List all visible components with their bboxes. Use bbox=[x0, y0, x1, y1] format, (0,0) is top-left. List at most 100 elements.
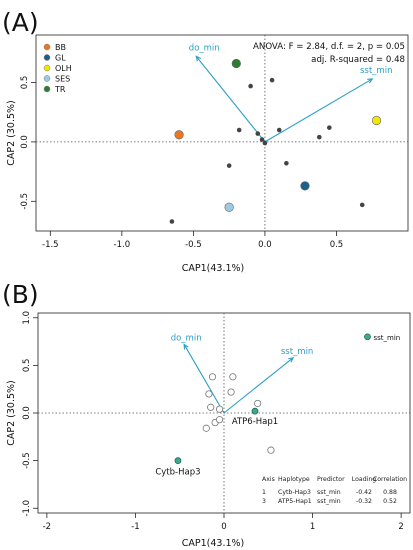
y-tick-label: 0.0 bbox=[22, 406, 32, 420]
vector-do_min-line bbox=[195, 56, 266, 143]
vector-do_min-label: do_min bbox=[189, 43, 220, 53]
sample-point bbox=[207, 403, 215, 411]
panel-a-reference-lines bbox=[36, 35, 408, 231]
sample-point bbox=[262, 140, 268, 146]
vector-sst_min-arrowhead bbox=[288, 356, 295, 363]
panel-b-vectors: do_min sst_min bbox=[171, 333, 313, 414]
legend-label-olh: OLH bbox=[55, 64, 72, 73]
table-cell: 1 bbox=[262, 489, 266, 496]
highlight-label-atp6-hap1: ATP6-Hap1 bbox=[232, 417, 278, 427]
panel-b: (B) -2 -1 0 1 2 -1.0 -0.5 0.0 0.5 1.0 do_min sst_… bbox=[2, 280, 411, 549]
vector-sst_min-line bbox=[264, 78, 373, 143]
sample-point bbox=[202, 424, 210, 432]
group-point-bb bbox=[174, 130, 184, 140]
y-tick-label: 0.5 bbox=[22, 359, 32, 373]
sample-point bbox=[205, 390, 213, 398]
highlight-label-sst_min: sst_min bbox=[373, 334, 400, 342]
sample-point bbox=[227, 388, 235, 396]
panel-b-x-axis-label: CAP1(43.1%) bbox=[182, 538, 245, 549]
panel-a-annotation-line-1: ANOVA: F = 2.84, d.f. = 2, p = 0.05 bbox=[253, 42, 405, 52]
x-tick-label: -1.0 bbox=[114, 240, 131, 250]
sample-point bbox=[236, 127, 242, 133]
table-cell: Cytb-Hap3 bbox=[278, 489, 311, 496]
table-header: Haplotype bbox=[278, 476, 310, 483]
table-header: Correlation bbox=[373, 476, 407, 483]
panel-a: (A) -1.5 -1.0 -0.5 0.0 0.5 -0.5 0.0 0.5 do_min… bbox=[2, 8, 409, 274]
table-cell: 3 bbox=[262, 498, 266, 505]
table-cell: sst_min bbox=[317, 498, 341, 505]
panel-b-y-axis-label: CAP2 (30.5%) bbox=[6, 380, 17, 446]
highlight-point-atp6-hap1 bbox=[251, 407, 259, 415]
vector-do_min-label: do_min bbox=[171, 333, 202, 343]
y-tick-label: 1.0 bbox=[22, 311, 32, 325]
sample-point bbox=[254, 399, 262, 408]
table-header: Loading bbox=[352, 476, 376, 483]
panel-a-y-ticks: -0.5 0.0 0.5 bbox=[20, 76, 36, 210]
vector-sst_min-arrowhead bbox=[367, 78, 374, 84]
panel-b-x-ticks: -2 -1 0 1 2 bbox=[43, 513, 404, 532]
legend-label-ses: SES bbox=[55, 75, 70, 84]
panel-b-loading-table: Axis Haplotype Predictor LoadingCorrelation… bbox=[262, 476, 407, 505]
y-tick-label: -0.5 bbox=[20, 193, 30, 210]
vector-do_min-arrowhead bbox=[195, 55, 201, 62]
panel-a-annotation-line-2: adj. R-squared = 0.48 bbox=[311, 55, 405, 65]
x-tick-label: 1 bbox=[310, 522, 315, 532]
sample-point bbox=[269, 77, 275, 83]
group-point-gl bbox=[300, 181, 310, 191]
sample-point bbox=[248, 83, 253, 89]
panel-a-vectors: do_min sst_min bbox=[189, 43, 392, 143]
sample-point bbox=[267, 446, 275, 454]
table-cell: sst_min bbox=[317, 489, 341, 496]
vector-sst_min-label: sst_min bbox=[360, 66, 392, 76]
x-tick-label: -0.5 bbox=[185, 240, 202, 250]
legend-swatch-tr bbox=[43, 85, 51, 93]
group-point-tr bbox=[231, 58, 241, 69]
y-tick-label: 0.5 bbox=[20, 76, 30, 90]
table-cell: -0.42 bbox=[356, 489, 372, 496]
sample-point bbox=[169, 219, 175, 224]
sample-point bbox=[208, 373, 217, 381]
sample-point bbox=[229, 373, 237, 381]
sample-point bbox=[284, 160, 289, 166]
legend-label-gl: GL bbox=[55, 54, 66, 63]
panel-b-highlighted-points: ATP6-Hap1 Cytb-Hap3 sst_min bbox=[155, 333, 400, 478]
x-tick-label: -1.5 bbox=[42, 240, 59, 250]
vector-do_min-line bbox=[183, 344, 225, 414]
x-tick-label: -2 bbox=[43, 522, 51, 532]
x-tick-label: 0 bbox=[221, 522, 226, 532]
sample-point bbox=[215, 405, 224, 413]
sample-point bbox=[215, 416, 224, 424]
panel-a-x-ticks: -1.5 -1.0 -0.5 0.0 0.5 bbox=[42, 231, 343, 250]
panel-a-x-axis-label: CAP1(43.1%) bbox=[182, 263, 245, 274]
y-tick-label: -1.0 bbox=[22, 500, 32, 517]
legend-swatch-bb bbox=[43, 43, 51, 51]
vector-do_min-arrowhead bbox=[183, 343, 189, 350]
table-cell: 0.52 bbox=[383, 498, 397, 505]
x-tick-label: -1 bbox=[131, 522, 139, 532]
panel-a-y-axis-label: CAP2 (30.5%) bbox=[6, 100, 17, 166]
sample-point bbox=[226, 163, 232, 168]
y-tick-label: -0.5 bbox=[22, 452, 32, 469]
panel-a-label: (A) bbox=[2, 8, 39, 37]
sample-point bbox=[276, 127, 282, 133]
sample-point bbox=[316, 134, 322, 140]
sample-point bbox=[327, 125, 332, 130]
legend-label-bb: BB bbox=[55, 43, 66, 52]
table-header: Predictor bbox=[317, 476, 345, 483]
legend-label-tr: TR bbox=[54, 85, 66, 94]
panel-a-samples bbox=[169, 77, 365, 224]
x-tick-label: 0.0 bbox=[258, 240, 272, 250]
legend-swatch-olh bbox=[43, 64, 51, 72]
x-tick-label: 0.5 bbox=[330, 240, 344, 250]
highlight-point-cytb-hap3 bbox=[174, 457, 182, 464]
vector-sst_min-line bbox=[223, 357, 294, 414]
panel-b-samples bbox=[202, 373, 275, 454]
vector-sst_min-label: sst_min bbox=[281, 347, 313, 357]
highlight-point-sst_min bbox=[364, 333, 371, 341]
panel-a-group-points bbox=[174, 58, 382, 212]
group-point-olh bbox=[371, 115, 382, 126]
table-header: Axis bbox=[262, 476, 275, 483]
y-tick-label: 0.0 bbox=[20, 135, 30, 149]
group-point-ses bbox=[224, 202, 234, 212]
